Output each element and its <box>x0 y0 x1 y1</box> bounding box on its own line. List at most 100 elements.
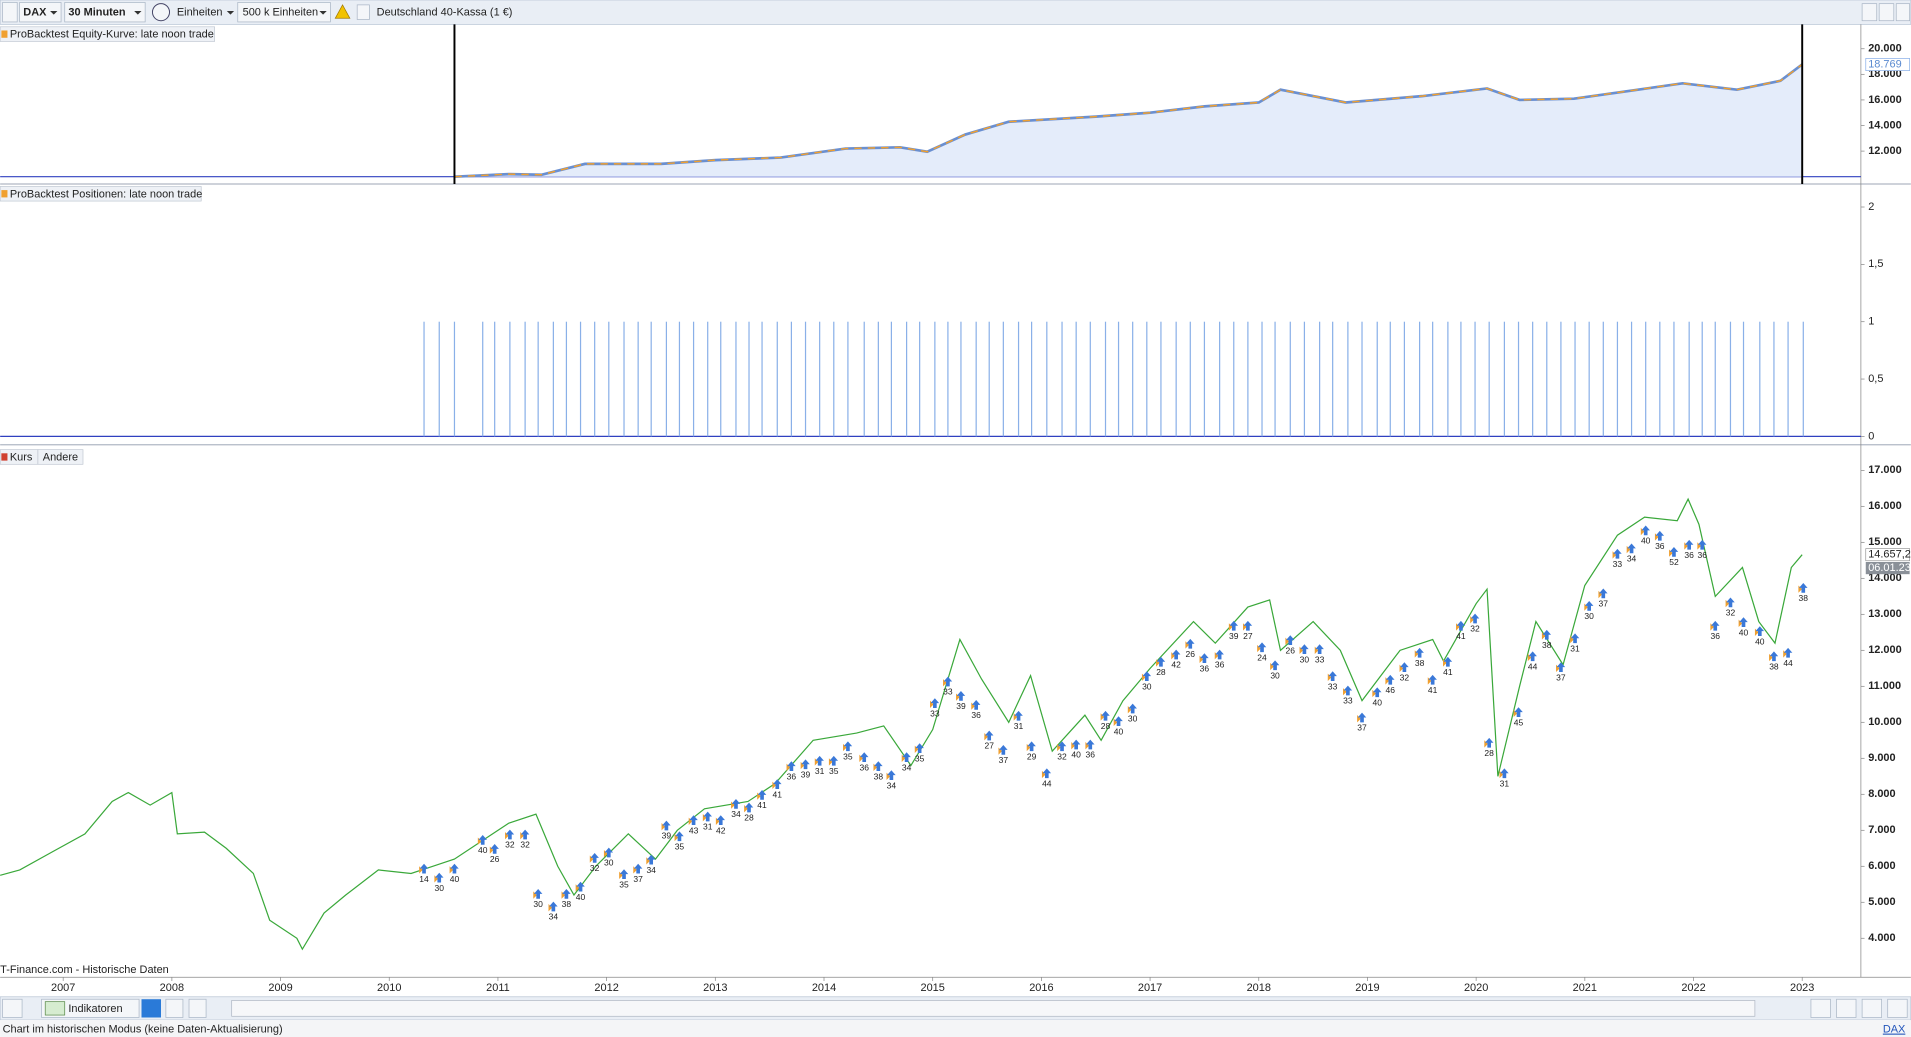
x-tick-label: 2019 <box>1355 982 1379 994</box>
trade-entry-arrow <box>1655 530 1665 541</box>
trade-label: 39 <box>1229 631 1239 641</box>
status-text: Chart im historischen Modus (keine Daten… <box>3 1024 283 1036</box>
trade-label: 42 <box>1171 660 1181 670</box>
zoom-fit[interactable] <box>1810 998 1831 1018</box>
trade-label: 30 <box>435 883 445 893</box>
y-tick-label: 1,5 <box>1868 258 1883 270</box>
trade-entry-arrow <box>1428 674 1437 685</box>
zoom-in[interactable] <box>1861 998 1882 1018</box>
amount-selector[interactable] <box>237 2 331 23</box>
y-tick-label: 1 <box>1868 316 1874 328</box>
y-tick-label: 5.000 <box>1868 896 1895 908</box>
trade-label: 38 <box>1799 593 1809 603</box>
zoom-out[interactable] <box>1836 998 1857 1018</box>
trade-label: 34 <box>902 762 912 772</box>
trade-exit-arrow <box>1156 659 1160 667</box>
panel-tab-label: Andere <box>43 451 78 463</box>
trade-exit-arrow <box>1199 655 1204 663</box>
close-button[interactable] <box>1895 3 1911 22</box>
trade-exit-arrow <box>984 733 988 741</box>
trade-label: 30 <box>1584 611 1594 621</box>
trade-label: 44 <box>1528 662 1538 672</box>
trade-label: 39 <box>956 701 966 711</box>
trade-entry-arrow <box>1783 647 1793 658</box>
trade-entry-arrow <box>662 820 671 831</box>
y-tick-label: 15.000 <box>1868 536 1902 548</box>
trade-exit-arrow <box>1071 742 1075 750</box>
chart-icon[interactable] <box>2 2 18 23</box>
trade-exit-arrow <box>1214 652 1219 660</box>
panel-tab[interactable] <box>0 186 202 202</box>
equity-line <box>454 63 1803 178</box>
symbol-selector[interactable] <box>19 2 62 23</box>
trade-label: 44 <box>1042 779 1052 789</box>
trade-label: 40 <box>478 845 488 855</box>
tools-button[interactable] <box>1887 998 1908 1018</box>
trade-entry-arrow <box>815 755 824 766</box>
trade-label: 37 <box>633 874 643 884</box>
trade-exit-arrow <box>1327 673 1332 681</box>
trade-label: 37 <box>1357 723 1367 733</box>
trade-entry-arrow <box>1443 656 1453 667</box>
trade-exit-arrow <box>901 754 906 762</box>
trade-entry-arrow <box>1726 597 1735 608</box>
share-button[interactable] <box>141 999 161 1018</box>
minimize-button[interactable] <box>1861 3 1878 22</box>
trade-entry-arrow <box>1215 649 1224 660</box>
trade-entry-arrow <box>1542 629 1552 640</box>
scrollbar[interactable] <box>231 1000 1756 1017</box>
trade-exit-arrow <box>449 866 454 874</box>
trade-entry-arrow <box>490 844 499 854</box>
trade-exit-arrow <box>859 754 864 762</box>
trade-label: 30 <box>604 858 614 868</box>
units-icon[interactable] <box>151 3 171 22</box>
trade-label: 35 <box>619 879 629 889</box>
trade-entry-arrow <box>1484 737 1494 748</box>
trade-exit-arrow <box>1754 628 1759 636</box>
trade-entry-arrow <box>1456 620 1466 631</box>
trade-label: 32 <box>1726 608 1736 618</box>
window-button[interactable] <box>165 998 184 1018</box>
trade-exit-arrow <box>1113 718 1118 726</box>
print-button[interactable] <box>188 998 207 1018</box>
trade-entry-arrow <box>744 802 754 813</box>
trade-exit-arrow <box>731 801 735 809</box>
trade-entry-arrow <box>1027 741 1036 752</box>
trade-entry-arrow <box>1528 651 1537 662</box>
y-tick-label: 14.000 <box>1868 119 1902 131</box>
trade-label: 36 <box>971 710 981 720</box>
trade-label: 26 <box>1286 645 1296 655</box>
y-tick-label: 2 <box>1868 201 1874 213</box>
y-tick-label: 16.000 <box>1868 500 1902 512</box>
trade-label: 32 <box>1400 672 1410 682</box>
trade-label: 41 <box>1428 685 1438 695</box>
units[interactable]: Einheiten <box>177 7 223 19</box>
current-date-box <box>1865 561 1910 575</box>
panel-tab[interactable] <box>0 26 215 42</box>
maximize-button[interactable] <box>1878 3 1895 22</box>
trade-label: 36 <box>1711 631 1721 641</box>
trade-exit-arrow <box>786 763 791 771</box>
y-tick-label: 20.000 <box>1868 43 1902 55</box>
trade-exit-arrow <box>603 850 608 858</box>
indicators-button[interactable] <box>41 998 140 1018</box>
trade-label: 40 <box>1641 536 1651 546</box>
trade-exit-arrow <box>1100 713 1105 721</box>
warning-icon[interactable] <box>334 4 351 19</box>
trade-entry-arrow <box>1128 703 1137 714</box>
trade-exit-arrow <box>1456 623 1460 631</box>
dropdown-arrow <box>319 10 327 15</box>
trade-entry-arrow <box>1114 716 1123 726</box>
trade-label: 34 <box>646 865 656 875</box>
trade-entry-arrow <box>520 829 530 840</box>
panel-tab[interactable] <box>37 449 84 465</box>
interval-selector[interactable] <box>64 2 146 23</box>
trade-exit-arrow <box>886 772 891 780</box>
trade-label: 39 <box>662 831 672 841</box>
draw-tool[interactable] <box>2 998 23 1018</box>
trade-exit-arrow <box>929 700 934 708</box>
trade-label: 34 <box>1627 554 1637 564</box>
trade-exit-arrow <box>1513 709 1518 717</box>
symbol-link[interactable]: DAX <box>1883 1024 1906 1036</box>
trade-entry-arrow <box>956 691 966 701</box>
